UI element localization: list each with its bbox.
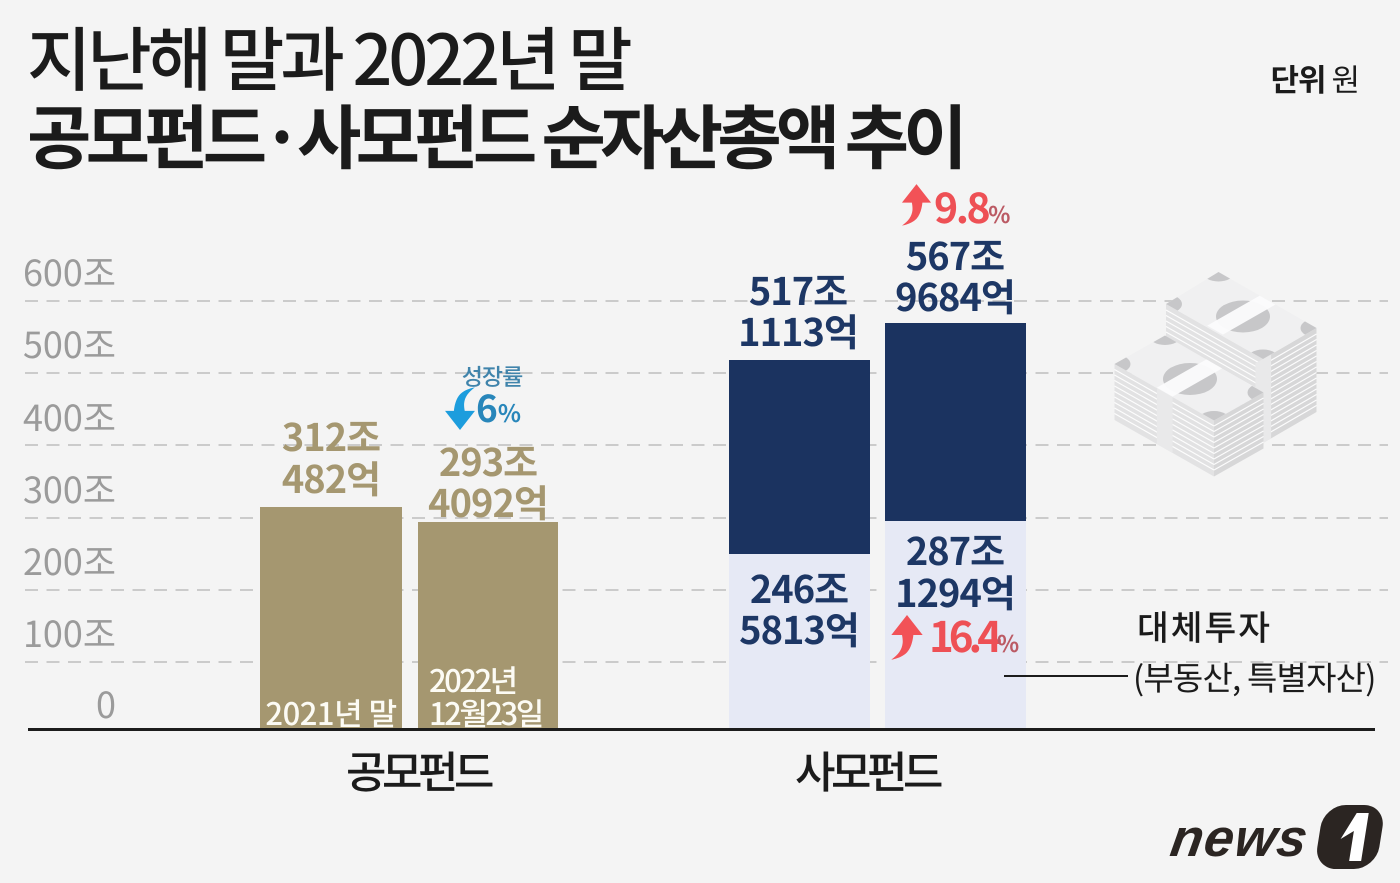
svg-text:news: news: [1167, 809, 1313, 868]
